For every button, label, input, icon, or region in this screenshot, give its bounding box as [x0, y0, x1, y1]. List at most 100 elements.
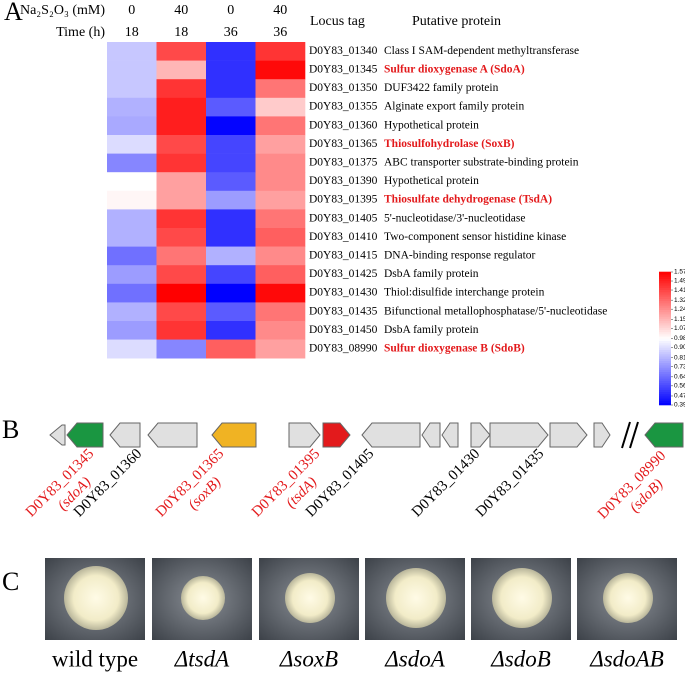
colorbar-step — [659, 322, 671, 326]
locus-tag: D0Y83_01360 — [309, 119, 378, 131]
heatmap-cell — [156, 79, 207, 99]
colorbar-step — [659, 313, 671, 317]
colorbar-step — [659, 393, 671, 397]
colony — [386, 568, 446, 628]
panel-label: A — [4, 0, 23, 26]
colorbar-step — [659, 335, 671, 339]
heatmap-cell — [156, 321, 207, 340]
colony — [285, 573, 335, 623]
colorbar-step — [659, 378, 671, 381]
heatmap-cell — [255, 153, 306, 173]
colorbar-step — [659, 353, 671, 357]
heatmap-cell — [107, 60, 157, 80]
colorbar-step — [659, 360, 671, 364]
colorbar-label: 0.47 — [674, 393, 685, 400]
heatmap-cell — [107, 135, 157, 154]
colorbar-step — [659, 384, 671, 388]
colorbar-step — [659, 289, 671, 293]
colorbar-label: 1.41 — [674, 287, 685, 294]
heatmap-cell — [156, 135, 207, 154]
colorbar-step — [659, 285, 671, 288]
heatmap-cell — [156, 265, 207, 285]
colorbar-step — [659, 304, 671, 308]
heatmap-cell — [255, 209, 306, 229]
heatmap-cell — [206, 228, 256, 247]
heatmap-cell — [107, 321, 157, 340]
colorbar-step — [659, 293, 671, 297]
heatmap-cell — [206, 302, 256, 322]
protein-name: Bifunctional metallophosphatase/5'-nucle… — [384, 305, 607, 317]
locus-tag: D0Y83_01435 — [473, 446, 547, 520]
colorbar-step — [659, 367, 671, 370]
colorbar-step — [659, 287, 671, 291]
colorbar-label: 0.81 — [674, 354, 685, 361]
heatmap-cell — [107, 265, 157, 285]
protein-name: Sulfur dioxygenase A (SdoA) — [384, 64, 525, 76]
heatmap-cell — [156, 60, 207, 80]
colorbar-step — [659, 395, 671, 399]
colorbar-label: 1.24 — [674, 306, 685, 313]
heatmap-cell — [107, 302, 157, 322]
colorbar-label: 0.64 — [674, 374, 685, 381]
locus-tag: D0Y83_01345 — [309, 64, 378, 76]
colorbar-step — [659, 386, 671, 390]
heatmap-cell — [107, 116, 157, 136]
heatmap-cell — [107, 153, 157, 173]
gene-label: D0Y83_08990(sdoB) — [595, 448, 669, 522]
heatmap-cell — [206, 321, 256, 340]
locus-tag: D0Y83_01395 — [309, 194, 378, 206]
colony — [181, 576, 225, 620]
strain-label: ΔtsdA — [174, 646, 230, 671]
heatmap-cell — [206, 60, 256, 80]
time: 36 — [273, 25, 287, 40]
locus-tag: D0Y83_01350 — [309, 82, 378, 94]
colorbar-step — [659, 309, 671, 313]
locus-tag: D0Y83_01340 — [309, 45, 378, 57]
protein-name: Thiol:disulfide interchange protein — [384, 287, 545, 299]
protein-name: DNA-binding response regulator — [384, 250, 536, 262]
locus-tag: D0Y83_08990 — [309, 343, 378, 355]
heatmap-cell — [206, 190, 256, 210]
time: 18 — [125, 25, 139, 40]
concentration: 0 — [227, 3, 234, 18]
colorbar-label: 0.98 — [674, 335, 685, 342]
colorbar-step — [659, 391, 671, 395]
heatmap-cell — [255, 97, 306, 117]
heatmap-cell — [107, 190, 157, 210]
gene-map — [49, 421, 684, 449]
colorbar-step — [659, 300, 671, 304]
heatmap-cell — [156, 172, 207, 192]
colorbar-step — [659, 373, 671, 377]
condition-label: Na₂S₂O₃ (mM) — [20, 3, 105, 18]
protein-name: Sulfur dioxygenase B (SdoB) — [384, 343, 525, 355]
gene-label: D0Y83_01435 — [473, 446, 547, 520]
heatmap-cell — [255, 228, 306, 247]
colorbar-step — [659, 364, 671, 368]
colorbar-step — [659, 318, 671, 322]
colorbar-label: 1.57 — [674, 269, 685, 276]
heatmap-cell — [156, 283, 207, 303]
heatmap-cell — [107, 228, 157, 247]
heatmap-cell — [107, 42, 157, 61]
colorbar-step — [659, 402, 671, 406]
heatmap-cell — [255, 265, 306, 285]
protein-name: 5'-nucleotidase/3'-nucleotidase — [384, 212, 525, 224]
protein-name: Hypothetical protein — [384, 175, 479, 187]
concentration: 40 — [174, 3, 188, 18]
heatmap-cell — [255, 172, 306, 192]
heatmap-cell — [255, 60, 306, 80]
colorbar-step — [659, 327, 671, 330]
colorbar-step — [659, 331, 671, 335]
locus-tag: D0Y83_01435 — [309, 305, 378, 317]
locus-tag: D0Y83_01415 — [309, 250, 378, 262]
protein-name: ABC transporter substrate-binding protei… — [384, 157, 579, 169]
gene-label: D0Y83_01365(soxB) — [153, 446, 227, 520]
colorbar-step — [659, 311, 671, 315]
colorbar-step — [659, 296, 671, 299]
colorbar-step — [659, 271, 671, 275]
time: 36 — [224, 25, 238, 40]
locus-tag: D0Y83_01410 — [309, 231, 378, 243]
colorbar-label: 0.56 — [674, 383, 685, 390]
heatmap-cell — [206, 283, 256, 303]
colorbar-step — [659, 369, 671, 373]
